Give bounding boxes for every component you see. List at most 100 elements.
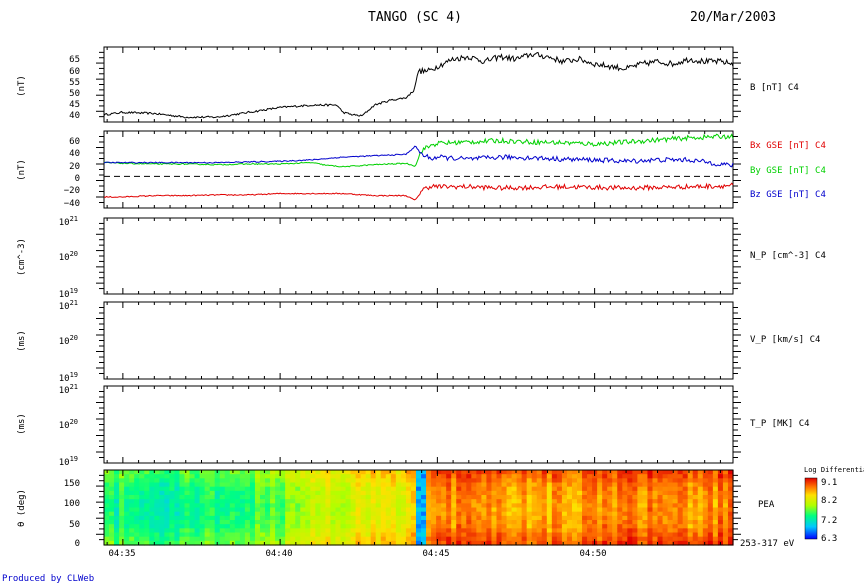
spectrogram-cell	[627, 532, 633, 538]
spectrogram-cell	[471, 524, 477, 529]
spectrogram-cell	[239, 540, 246, 546]
spectrogram-cell	[375, 524, 382, 529]
spectrogram-cell	[415, 503, 422, 509]
spectrogram-cell	[184, 540, 191, 546]
spectrogram-cell	[350, 528, 357, 534]
spectrogram-cell	[169, 520, 176, 525]
spectrogram-cell	[285, 482, 291, 488]
spectrogram-cell	[179, 499, 186, 504]
time-tick-label: 04:50	[579, 549, 606, 559]
spectrogram-cell	[370, 499, 377, 504]
spectrogram-cell	[426, 520, 432, 525]
spectrogram-cell	[300, 528, 306, 534]
spectrogram-cell	[184, 482, 191, 488]
spectrogram-cell	[365, 474, 372, 479]
spectrogram-cell	[561, 532, 568, 538]
spectrogram-cell	[446, 532, 452, 538]
spectrogram-cell	[607, 528, 613, 534]
spectrogram-cell	[707, 515, 714, 521]
spectrogram-cell	[270, 540, 276, 546]
spectrogram-cell	[204, 470, 211, 475]
spectrogram-cell	[300, 474, 306, 479]
spectrogram-cell	[360, 540, 367, 546]
spectrogram-cell	[642, 486, 649, 492]
spectrogram-cell	[134, 499, 140, 504]
spectrogram-cell	[597, 495, 603, 500]
spectrogram-cell	[461, 478, 467, 484]
spectrogram-cell	[592, 515, 598, 521]
spectrogram-cell	[385, 532, 392, 538]
spectrogram-cell	[551, 478, 558, 484]
bx-series-label: Bx GSE [nT] C4	[750, 141, 826, 151]
spectrogram-cell	[441, 520, 447, 525]
spectrogram-cell	[571, 499, 578, 504]
spectrogram-cell	[476, 524, 482, 529]
spectrogram-cell	[486, 478, 493, 484]
spectrogram-cell	[415, 474, 422, 479]
spectrogram-cell	[657, 520, 664, 525]
spectrogram-cell	[541, 474, 548, 479]
spectrogram-cell	[124, 524, 130, 529]
spectrogram-cell	[622, 486, 628, 492]
spectrogram-cell	[124, 495, 130, 500]
spectrogram-cell	[184, 486, 191, 492]
spectrogram-cell	[144, 470, 150, 475]
spectrogram-cell	[360, 511, 367, 517]
spectrogram-cell	[471, 495, 477, 500]
spectrogram-cell	[295, 499, 301, 504]
spectrogram-cell	[717, 474, 724, 479]
spectrogram-cell	[285, 511, 291, 517]
spectrogram-cell	[426, 490, 432, 496]
pea-tick-labels: 150 100 50 0	[64, 479, 80, 549]
spectrogram-cell	[707, 520, 714, 525]
spectrogram-cell	[451, 528, 457, 534]
spectrogram-cell	[531, 482, 538, 488]
spectrogram-cell	[441, 507, 447, 513]
spectrogram-cell	[239, 515, 246, 521]
spectrogram-cell	[577, 540, 583, 546]
spectrogram-cell	[662, 515, 669, 521]
spectrogram-cell	[270, 511, 276, 517]
spectrogram-cell	[632, 540, 638, 546]
spectrogram-cell	[577, 470, 583, 475]
spectrogram-cell	[219, 507, 226, 513]
spectrogram-cell	[697, 528, 704, 534]
spectrogram-cell	[154, 540, 160, 546]
spectrogram-cell	[174, 495, 181, 500]
spectrogram-cell	[712, 540, 719, 546]
spectrogram-cell	[219, 470, 226, 475]
spectrogram-cell	[496, 490, 503, 496]
spectrogram-cell	[426, 532, 432, 538]
spectrogram-cell	[350, 499, 357, 504]
spectrogram-cell	[320, 490, 327, 496]
spectrogram-cell	[526, 474, 533, 479]
spectrogram-cell	[340, 520, 347, 525]
spectrogram-cell	[486, 532, 493, 538]
spectrogram-cell	[385, 474, 392, 479]
spectrogram-cell	[516, 478, 523, 484]
spectrogram-cell	[300, 495, 306, 500]
spectrogram-cell	[214, 478, 221, 484]
spectrogram-cell	[199, 495, 206, 500]
spectrogram-cell	[441, 515, 447, 521]
spectrogram-cell	[587, 536, 593, 542]
spectrogram-cell	[124, 499, 130, 504]
spectrogram-cell	[270, 495, 276, 500]
spectrogram-cell	[415, 536, 422, 542]
spectrogram-cell	[637, 495, 644, 500]
spectrogram-cell	[436, 511, 442, 517]
spectrogram-cell	[571, 495, 578, 500]
spectrogram-cell	[144, 499, 150, 504]
spectrogram-cell	[280, 515, 286, 521]
spectrogram-cell	[415, 540, 422, 546]
spectrogram-cell	[375, 499, 382, 504]
spectrogram-cell	[697, 524, 704, 529]
spectrogram-cell	[405, 499, 412, 504]
spectrogram-cell	[577, 520, 583, 525]
spectrogram-cell	[441, 524, 447, 529]
spectrogram-cell	[315, 486, 321, 492]
spectrogram-cell	[561, 495, 568, 500]
spectrogram-cell	[592, 495, 598, 500]
spectrogram-cell	[672, 520, 679, 525]
spectrogram-cell	[234, 528, 241, 534]
